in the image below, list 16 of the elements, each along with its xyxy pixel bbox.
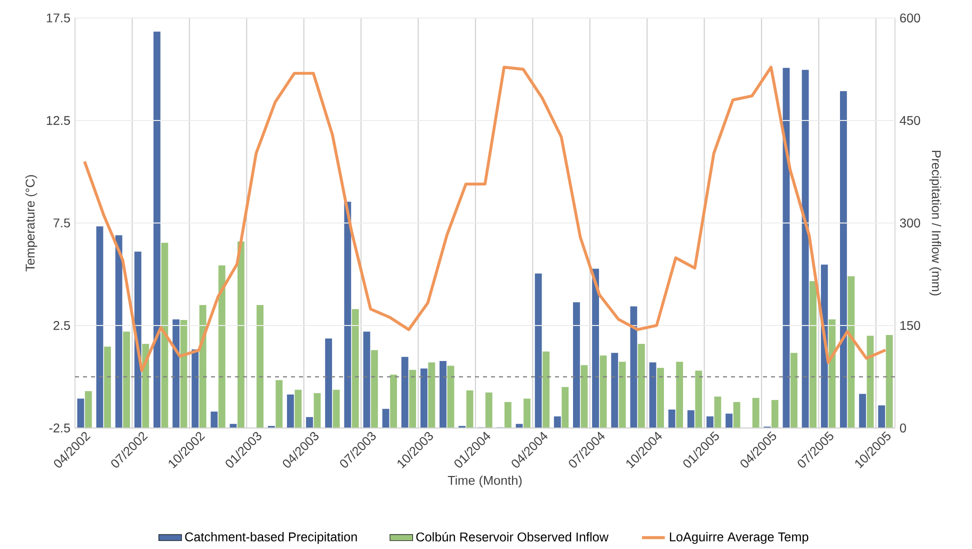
legend-label: LoAguirre Average Temp xyxy=(670,532,808,544)
y-tick-label: 2.5 xyxy=(54,321,70,330)
y2-tick-label: 300 xyxy=(900,218,920,228)
y-tick-label: -2.5 xyxy=(49,424,70,433)
y2-tick-label: 0 xyxy=(900,424,906,433)
y2-tick-label: 450 xyxy=(900,116,920,126)
y-tick-label: 7.5 xyxy=(54,218,70,228)
y2-tick-label: 600 xyxy=(900,14,920,23)
y-tick-label: 12.5 xyxy=(46,116,70,126)
y2-axis-title: Precipitation / Inflow (mm) xyxy=(929,151,942,296)
y2-tick-label: 150 xyxy=(900,321,920,330)
y-axis-title: Temperature (°C) xyxy=(25,175,38,272)
x-axis-title: Time (Month) xyxy=(448,476,522,488)
legend-label: Colbún Reservoir Observed Inflow xyxy=(416,532,609,542)
legend-label: Catchment-based Precipitation xyxy=(185,532,357,544)
y-tick-label: 17.5 xyxy=(46,14,70,23)
